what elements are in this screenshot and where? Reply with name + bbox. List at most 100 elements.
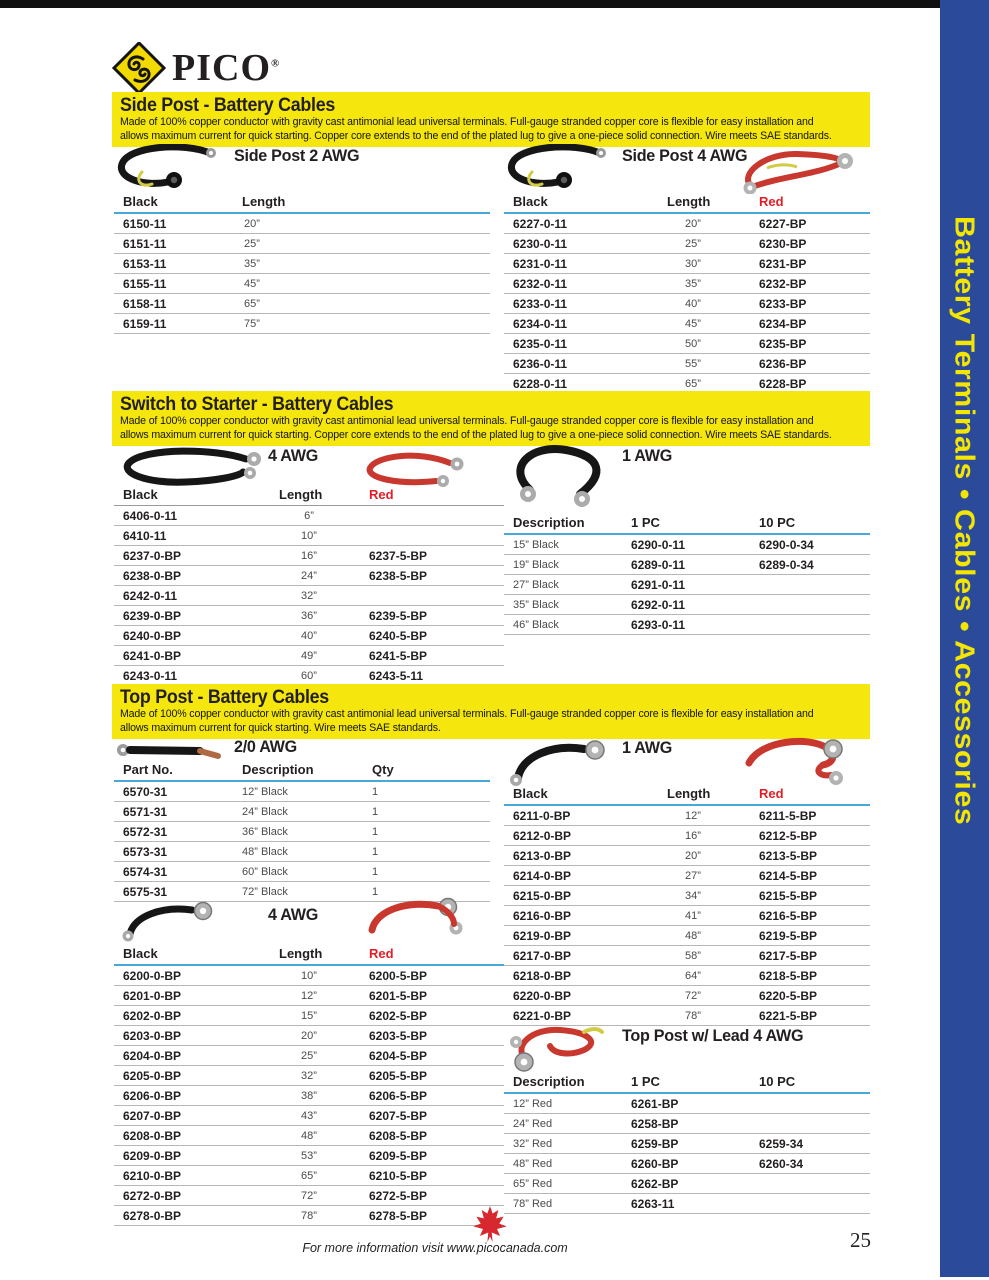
table-cell: 6158-11 [114,293,242,314]
section-description-line1: Made of 100% copper conductor with gravi… [120,708,814,720]
column-header: Qty [372,760,490,782]
column-header: Length [667,192,759,214]
table-cell: 36” Black [242,821,372,842]
table-header-row: Black Length [114,192,490,214]
table-row: 6200-0-BP 10” 6200-5-BP [114,965,504,986]
table-row: 6230-0-11 25” 6230-BP [504,233,870,254]
table-cell: 6272-5-BP [369,1185,504,1206]
top-post-1awg-black-cable-photo [510,740,605,786]
table-cell: 6262-BP [631,1173,759,1194]
table-row: 19” Black 6289-0-11 6289-0-34 [504,554,870,575]
table-cell: 6234-0-11 [504,313,667,334]
top-post-4awg-black-cable-photo [122,901,213,942]
table-cell: 6570-31 [114,781,242,802]
table-cell: 6241-0-BP [114,645,279,666]
table-row: 6218-0-BP 64” 6218-5-BP [504,965,870,986]
table-cell: 6155-11 [114,273,242,294]
table-cell: 6406-0-11 [114,505,279,526]
table-cell: 6219-0-BP [504,925,667,946]
table-cell: 6236-BP [759,353,870,374]
table-row: 6574-31 60” Black 1 [114,861,490,882]
table-cell: 6243-0-11 [114,665,279,686]
table-cell: 60” [279,665,369,686]
table-cell: 25” [242,233,490,254]
column-header: Black [114,944,279,966]
subsection-heading: 1 AWG [622,446,673,465]
table-row: 6236-0-11 55” 6236-BP [504,353,870,374]
table-cell: 6220-5-BP [759,985,870,1006]
column-header: Red [369,485,504,506]
table-cell: 1 [372,841,490,862]
table-cell: 15” [279,1005,369,1026]
category-sidebar: Battery Terminals • Cables • Accessories [940,0,989,1277]
table-cell: 6209-0-BP [114,1145,279,1166]
table-cell: 6202-5-BP [369,1005,504,1026]
table-cell: 6151-11 [114,233,242,254]
column-header: Red [369,944,504,966]
table-cell: 16” [667,825,759,846]
top-post-lead-red-cable-photo [510,1026,604,1072]
table-cell: 6200-0-BP [114,965,279,986]
table-row: 6206-0-BP 38” 6206-5-BP [114,1085,504,1106]
table-cell: 6216-5-BP [759,905,870,926]
table-cell: 6240-5-BP [369,625,504,646]
brand-wordmark: PICO® [172,47,281,89]
table-row: 6571-31 24” Black 1 [114,801,490,822]
table-cell: 12” [279,985,369,1006]
table-cell: 6210-0-BP [114,1165,279,1186]
table-row: 6237-0-BP 16” 6237-5-BP [114,545,504,566]
top-post-4awg-table: Black Length Red 6200-0-BP 10” 6200-5-BP 6201-… [114,944,504,1226]
column-header: Description [504,1072,631,1094]
table-cell: 6213-5-BP [759,845,870,866]
table-row: 6202-0-BP 15” 6202-5-BP [114,1005,504,1026]
sidebar-category-label: Battery Terminals • Cables • Accessories [948,216,980,826]
table-row: 6232-0-11 35” 6232-BP [504,273,870,294]
table-row: 6215-0-BP 34” 6215-5-BP [504,885,870,906]
table-cell: 1 [372,821,490,842]
table-cell: 35” [242,253,490,274]
table-cell: 75” [242,313,490,334]
table-row: 12” Red 6261-BP [504,1093,870,1114]
switch-4awg-black-cable-photo [123,447,261,486]
table-row: 6573-31 48” Black 1 [114,841,490,862]
table-cell: 6211-0-BP [504,805,667,826]
table-row: 6158-11 65” [114,293,490,314]
table-cell: 6243-5-11 [369,665,504,686]
column-header: Black [114,192,242,214]
table-cell: 36” [279,605,369,626]
table-cell [759,574,870,595]
table-cell: 6213-0-BP [504,845,667,866]
table-row: 6151-11 25” [114,233,490,254]
column-header: Length [279,944,369,966]
table-row: 6201-0-BP 12” 6201-5-BP [114,985,504,1006]
table-cell: 12” [667,805,759,826]
table-cell: 6230-0-11 [504,233,667,254]
table-row: 6203-0-BP 20” 6203-5-BP [114,1025,504,1046]
table-row: 6153-11 35” [114,253,490,274]
table-cell: 35” [667,273,759,294]
table-cell: 20” [667,845,759,866]
table-cell: 64” [667,965,759,986]
table-cell: 6220-0-BP [504,985,667,1006]
column-header: Black [504,192,667,214]
table-row: 6238-0-BP 24” 6238-5-BP [114,565,504,586]
table-cell: 6205-5-BP [369,1065,504,1086]
table-cell: 6260-34 [759,1153,870,1174]
table-cell: 6238-0-BP [114,565,279,586]
table-cell: 45” [667,313,759,334]
table-cell: 65” [242,293,490,314]
table-row: 6239-0-BP 36” 6239-5-BP [114,605,504,626]
table-cell: 6574-31 [114,861,242,882]
table-row: 6213-0-BP 20” 6213-5-BP [504,845,870,866]
table-row: 48” Red 6260-BP 6260-34 [504,1153,870,1174]
table-cell: 72” [667,985,759,1006]
table-row: 6227-0-11 20” 6227-BP [504,213,870,234]
table-cell: 6236-0-11 [504,353,667,374]
table-row: 6220-0-BP 72” 6220-5-BP [504,985,870,1006]
table-cell: 6575-31 [114,881,242,902]
table-cell: 1 [372,861,490,882]
table-cell: 6292-0-11 [631,594,759,615]
top-post-20awg-table: Part No. Description Qty 6570-31 12” Black 1 6… [114,760,490,902]
maple-leaf-icon [473,1206,507,1243]
table-cell: 6221-5-BP [759,1005,870,1026]
